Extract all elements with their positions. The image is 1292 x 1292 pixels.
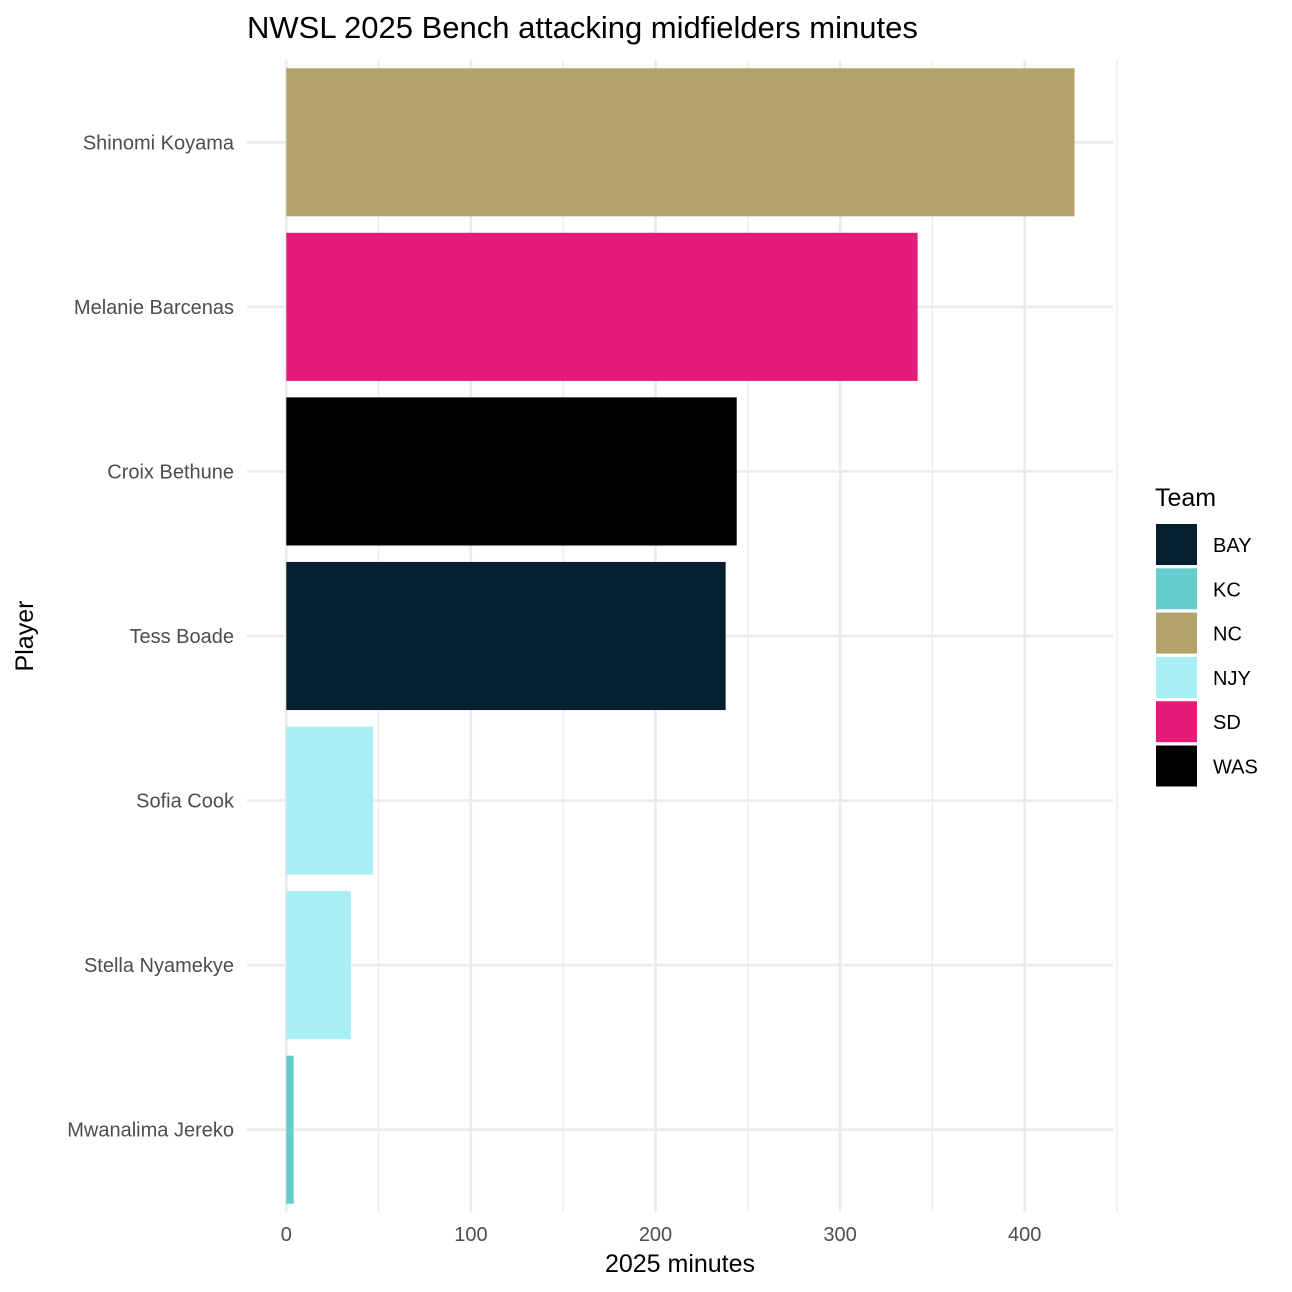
legend-swatch [1156, 524, 1197, 565]
y-axis-title: Player [11, 601, 39, 672]
legend-items: BAY KC NC NJY SD WAS [1156, 524, 1258, 787]
y-tick-label: Mwanalima Jereko [67, 1120, 234, 1142]
legend-swatch [1156, 701, 1197, 743]
legend: Team BAY KC NC NJY SD WAS [1155, 484, 1258, 787]
legend-swatch [1156, 568, 1197, 610]
y-tick-label: Stella Nyamekye [84, 955, 234, 977]
y-tick-label: Melanie Barcenas [74, 297, 234, 319]
x-axis-tick-labels: 0 100 200 300 400 [281, 1224, 1042, 1246]
bar [286, 561, 726, 711]
bar [286, 397, 737, 546]
legend-title: Team [1155, 484, 1216, 512]
legend-label: KC [1213, 579, 1241, 601]
legend-label: BAY [1213, 535, 1252, 557]
bar [286, 726, 374, 875]
y-tick-label: Shinomi Koyama [83, 132, 235, 154]
chart-title: NWSL 2025 Bench attacking midfielders mi… [247, 10, 918, 45]
y-tick-label: Sofia Cook [136, 791, 235, 813]
y-tick-label: Croix Bethune [107, 461, 234, 483]
y-tick-label: Tess Boade [129, 626, 234, 648]
y-axis-tick-labels: Shinomi Koyama Melanie Barcenas Croix Beth… [67, 132, 235, 1141]
x-tick-label: 300 [823, 1224, 856, 1246]
legend-swatch [1156, 612, 1197, 654]
legend-label: SD [1213, 712, 1241, 734]
x-tick-label: 100 [454, 1224, 487, 1246]
legend-swatch [1156, 745, 1197, 787]
legend-label: NJY [1213, 668, 1251, 690]
x-tick-label: 0 [281, 1224, 292, 1246]
bar [286, 68, 1075, 217]
legend-label: WAS [1213, 757, 1258, 779]
x-tick-label: 400 [1008, 1224, 1041, 1246]
x-tick-label: 200 [639, 1224, 672, 1246]
x-axis-title: 2025 minutes [605, 1250, 755, 1278]
bar [286, 232, 918, 381]
bars [286, 68, 1075, 1204]
legend-label: NC [1213, 624, 1242, 646]
bar [286, 891, 351, 1040]
bar [286, 1055, 294, 1204]
legend-swatch [1156, 656, 1197, 698]
